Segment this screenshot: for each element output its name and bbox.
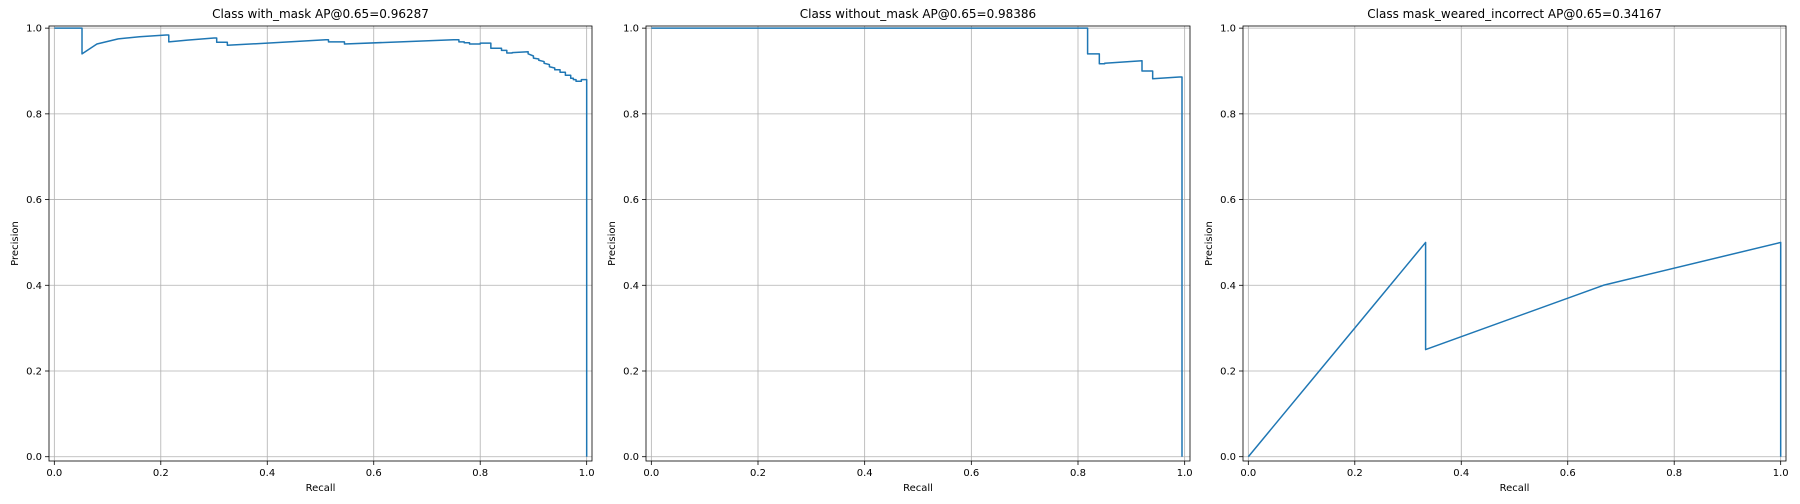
chart-title: Class without_mask AP@0.65=0.98386: [800, 7, 1036, 21]
y-tick-label: 1.0: [26, 24, 42, 35]
x-tick-label: 1.0: [1773, 468, 1789, 479]
x-tick-labels: 0.0 0.2 0.4 0.6 0.8 1.0: [643, 468, 1192, 479]
y-tick-label: 0.0: [1220, 452, 1236, 463]
chart-title: Class with_mask AP@0.65=0.96287: [212, 7, 429, 21]
subplot-without-mask: Class without_mask AP@0.65=0.98386 Recal…: [607, 7, 1193, 494]
x-tick-label: 0.2: [750, 468, 766, 479]
y-tick-label: 1.0: [1220, 24, 1236, 35]
x-tick-label: 0.6: [1560, 468, 1576, 479]
x-tick-label: 1.0: [1177, 468, 1193, 479]
pr-curve-line: [651, 27, 1183, 457]
x-tick-label: 0.2: [153, 468, 169, 479]
chart-title: Class mask_weared_incorrect AP@0.65=0.34…: [1367, 7, 1661, 21]
y-tick-label: 0.8: [623, 109, 639, 120]
x-tick-labels: 0.0 0.2 0.4 0.6 0.8 1.0: [46, 468, 594, 479]
pr-curve-line: [1247, 241, 1782, 458]
x-tick-label: 0.0: [1240, 468, 1256, 479]
plot-area: [646, 26, 1190, 461]
x-tick-label: 1.0: [579, 468, 595, 479]
x-tick-label: 0.8: [472, 468, 488, 479]
y-tick-label: 0.2: [26, 367, 42, 378]
x-axis-label: Recall: [306, 483, 336, 494]
y-tick-label: 0.2: [623, 367, 639, 378]
x-tick-label: 0.4: [259, 468, 275, 479]
y-tick-label: 0.2: [1220, 367, 1236, 378]
y-tick-label: 0.0: [26, 452, 42, 463]
y-tick-label: 0.0: [623, 452, 639, 463]
x-tick-label: 0.8: [1666, 468, 1682, 479]
pr-curve-line: [54, 27, 588, 457]
y-axis-label: Precision: [10, 221, 21, 266]
x-tick-label: 0.8: [1070, 468, 1086, 479]
y-axis-label: Precision: [607, 221, 618, 266]
x-axis-label: Recall: [903, 483, 933, 494]
plot-area: [1243, 26, 1786, 461]
y-tick-label: 0.4: [623, 281, 639, 292]
y-tick-labels: 0.0 0.2 0.4 0.6 0.8 1.0: [26, 24, 42, 464]
y-tick-label: 1.0: [623, 24, 639, 35]
axes-frame: [645, 25, 1191, 462]
y-tick-labels: 0.0 0.2 0.4 0.6 0.8 1.0: [1220, 24, 1236, 464]
x-tick-label: 0.6: [366, 468, 382, 479]
y-tick-label: 0.8: [26, 109, 42, 120]
x-tick-label: 0.2: [1347, 468, 1363, 479]
y-tick-label: 0.6: [623, 195, 639, 206]
y-tick-label: 0.4: [26, 281, 42, 292]
x-tick-label: 0.4: [857, 468, 873, 479]
y-tick-labels: 0.0 0.2 0.4 0.6 0.8 1.0: [623, 24, 639, 464]
x-axis-label: Recall: [1500, 483, 1530, 494]
axes-frame: [1242, 25, 1787, 462]
plot-area: [49, 26, 592, 461]
x-tick-label: 0.0: [643, 468, 659, 479]
x-tick-label: 0.6: [963, 468, 979, 479]
x-tick-label: 0.0: [46, 468, 62, 479]
x-tick-label: 0.4: [1453, 468, 1469, 479]
y-tick-label: 0.6: [26, 195, 42, 206]
subplot-with-mask: Class with_mask AP@0.65=0.96287 Recall P…: [10, 7, 595, 494]
y-axis-label: Precision: [1204, 221, 1215, 266]
y-tick-label: 0.4: [1220, 281, 1236, 292]
x-tick-labels: 0.0 0.2 0.4 0.6 0.8 1.0: [1240, 468, 1788, 479]
y-tick-label: 0.6: [1220, 195, 1236, 206]
subplot-mask-weared-incorrect: Class mask_weared_incorrect AP@0.65=0.34…: [1204, 7, 1789, 494]
y-tick-label: 0.8: [1220, 109, 1236, 120]
axes-frame: [48, 25, 593, 462]
